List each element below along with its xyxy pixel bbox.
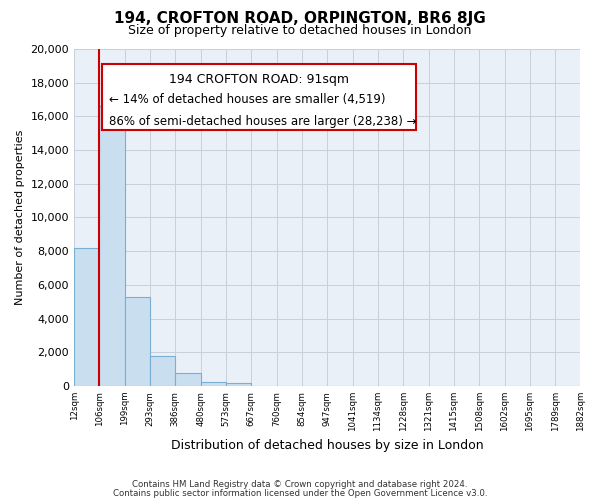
Text: 194, CROFTON ROAD, ORPINGTON, BR6 8JG: 194, CROFTON ROAD, ORPINGTON, BR6 8JG xyxy=(114,12,486,26)
Text: Contains HM Land Registry data © Crown copyright and database right 2024.: Contains HM Land Registry data © Crown c… xyxy=(132,480,468,489)
Bar xyxy=(200,382,226,386)
Bar xyxy=(100,106,125,386)
Bar xyxy=(175,374,200,386)
Bar xyxy=(74,248,100,386)
X-axis label: Distribution of detached houses by size in London: Distribution of detached houses by size … xyxy=(171,440,484,452)
Text: ← 14% of detached houses are smaller (4,519): ← 14% of detached houses are smaller (4,… xyxy=(109,93,386,106)
Y-axis label: Number of detached properties: Number of detached properties xyxy=(15,130,25,305)
FancyBboxPatch shape xyxy=(102,64,416,130)
Bar xyxy=(226,382,251,386)
Bar xyxy=(125,296,150,386)
Bar xyxy=(150,356,175,386)
Text: 194 CROFTON ROAD: 91sqm: 194 CROFTON ROAD: 91sqm xyxy=(169,72,349,86)
Text: Contains public sector information licensed under the Open Government Licence v3: Contains public sector information licen… xyxy=(113,488,487,498)
Text: 86% of semi-detached houses are larger (28,238) →: 86% of semi-detached houses are larger (… xyxy=(109,114,417,128)
Text: Size of property relative to detached houses in London: Size of property relative to detached ho… xyxy=(128,24,472,37)
